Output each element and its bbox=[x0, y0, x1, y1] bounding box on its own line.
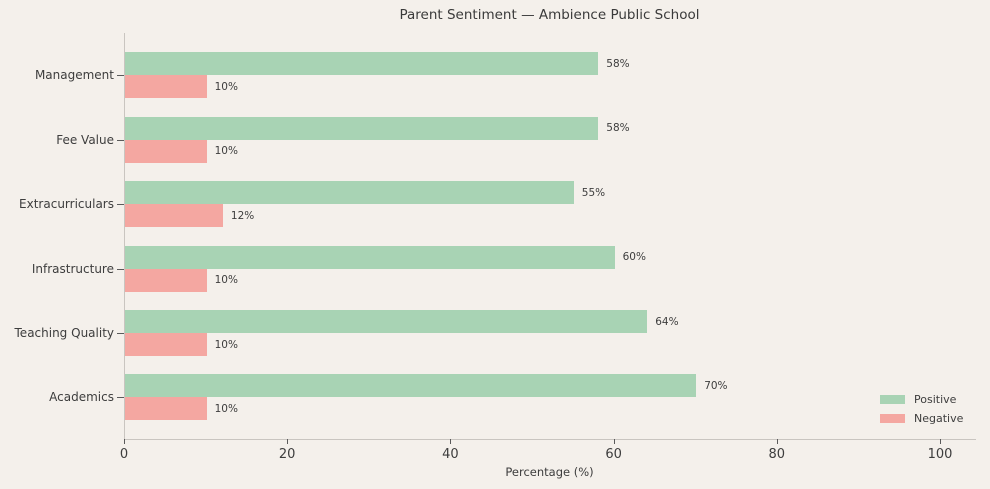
bar-value-label: 10% bbox=[214, 402, 238, 415]
bar-value-label: 10% bbox=[214, 274, 238, 287]
y-tick-label: Extracurriculars bbox=[19, 197, 114, 212]
x-tick-label: 20 bbox=[278, 447, 296, 462]
y-tick-label: Management bbox=[34, 68, 114, 83]
y-tick-mark bbox=[117, 75, 124, 77]
x-axis-label: Percentage (%) bbox=[505, 465, 594, 479]
bar-positive-management bbox=[125, 52, 599, 76]
y-tick-mark bbox=[117, 268, 124, 270]
x-tick-label: 100 bbox=[927, 447, 953, 462]
bar-negative-extracurriculars bbox=[125, 204, 223, 228]
legend-label: Negative bbox=[914, 412, 964, 425]
bar-value-label: 70% bbox=[704, 379, 728, 392]
bar-value-label: 58% bbox=[606, 122, 630, 135]
x-tick-label: 60 bbox=[605, 447, 622, 462]
y-tick-mark bbox=[117, 204, 124, 206]
x-tick-mark bbox=[450, 439, 452, 444]
bar-negative-fee-value bbox=[125, 139, 207, 163]
x-tick-mark bbox=[124, 439, 125, 444]
y-tick-label: Fee Value bbox=[56, 132, 114, 147]
y-tick-label: Teaching Quality bbox=[14, 326, 114, 340]
bar-value-label: 10% bbox=[214, 338, 238, 351]
bar-value-label: 10% bbox=[214, 80, 238, 93]
legend-item-negative: Negative bbox=[880, 409, 963, 428]
bar-value-label: 58% bbox=[606, 57, 630, 70]
bar-positive-teaching-quality bbox=[125, 310, 648, 333]
bar-positive-infrastructure bbox=[125, 245, 615, 269]
legend: Positive Negative bbox=[880, 390, 963, 428]
y-tick-mark bbox=[117, 139, 124, 141]
legend-swatch-positive bbox=[880, 395, 905, 404]
bar-value-label: 64% bbox=[655, 315, 679, 328]
x-tick-label: 0 bbox=[119, 447, 129, 462]
legend-item-positive: Positive bbox=[880, 390, 963, 409]
bar-positive-academics bbox=[125, 374, 697, 398]
y-tick-label: Academics bbox=[49, 390, 114, 405]
x-tick-label: 80 bbox=[768, 447, 786, 462]
y-tick-mark bbox=[117, 333, 124, 334]
x-axis-line bbox=[124, 439, 976, 440]
bar-positive-extracurriculars bbox=[125, 181, 574, 205]
bar-value-label: 12% bbox=[230, 209, 255, 222]
bar-negative-academics bbox=[125, 397, 207, 421]
bar-negative-management bbox=[125, 75, 207, 99]
legend-label: Positive bbox=[914, 393, 957, 406]
x-tick-mark bbox=[613, 439, 615, 444]
bar-value-label: 55% bbox=[581, 186, 606, 199]
y-tick-label: Infrastructure bbox=[31, 261, 114, 276]
x-tick-mark bbox=[776, 439, 778, 444]
x-tick-label: 40 bbox=[442, 447, 459, 462]
bar-value-label: 10% bbox=[214, 145, 238, 158]
legend-swatch-negative bbox=[880, 414, 905, 423]
y-tick-mark bbox=[117, 397, 124, 399]
x-tick-mark bbox=[940, 439, 941, 444]
bar-negative-infrastructure bbox=[125, 268, 207, 292]
x-tick-mark bbox=[287, 439, 289, 444]
bar-negative-teaching-quality bbox=[125, 333, 207, 356]
y-axis-line bbox=[124, 33, 125, 439]
bar-value-label: 60% bbox=[622, 251, 646, 264]
chart-title: Parent Sentiment — Ambience Public Schoo… bbox=[399, 7, 700, 23]
bar-positive-fee-value bbox=[125, 116, 599, 140]
